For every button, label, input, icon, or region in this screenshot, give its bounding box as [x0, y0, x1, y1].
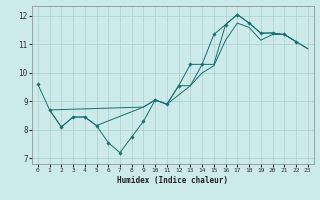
X-axis label: Humidex (Indice chaleur): Humidex (Indice chaleur) [117, 176, 228, 185]
